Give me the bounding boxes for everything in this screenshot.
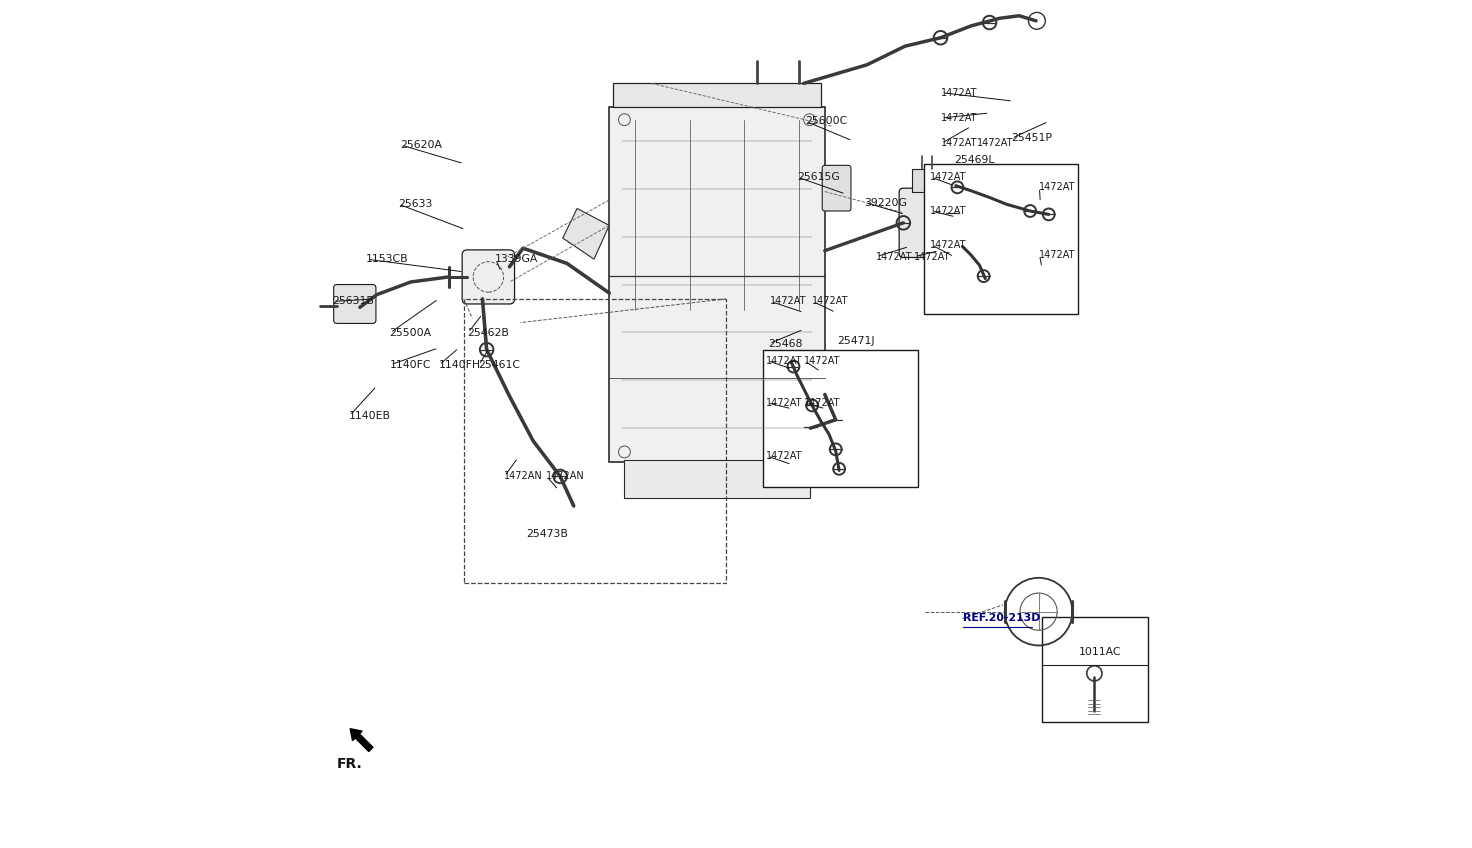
Text: 25600C: 25600C	[805, 116, 848, 126]
FancyBboxPatch shape	[823, 165, 851, 211]
FancyBboxPatch shape	[334, 285, 375, 323]
Text: 1472AN: 1472AN	[503, 471, 542, 482]
Text: 1472AT: 1472AT	[941, 87, 977, 98]
Text: REF.20-213D: REF.20-213D	[963, 613, 1039, 623]
Text: 1011AC: 1011AC	[1079, 647, 1120, 657]
Text: 25615G: 25615G	[796, 172, 839, 182]
Text: 1472AT: 1472AT	[813, 297, 848, 306]
Text: 1472AT: 1472AT	[1039, 182, 1075, 192]
Text: 25633: 25633	[397, 199, 433, 209]
Text: 1140FC: 1140FC	[390, 360, 431, 370]
Text: 39220G: 39220G	[864, 198, 907, 208]
Text: 1472AT: 1472AT	[876, 252, 913, 262]
Text: 25471J: 25471J	[838, 336, 874, 346]
Text: 25631B: 25631B	[333, 297, 374, 306]
Polygon shape	[562, 209, 609, 259]
Text: 1472AT: 1472AT	[941, 113, 977, 123]
Bar	[911, 169, 942, 192]
Text: 25451P: 25451P	[1011, 133, 1051, 143]
Text: 1140EB: 1140EB	[349, 410, 392, 421]
Text: 1472AT: 1472AT	[914, 252, 949, 262]
Text: 25461C: 25461C	[478, 360, 520, 370]
Text: 25469L: 25469L	[954, 155, 995, 165]
Text: 1472AT: 1472AT	[804, 355, 841, 365]
Text: 25620A: 25620A	[400, 140, 443, 150]
Bar	[762, 349, 917, 488]
FancyBboxPatch shape	[462, 250, 515, 304]
Bar	[624, 460, 810, 498]
Bar	[1042, 616, 1148, 722]
Bar	[923, 164, 1079, 314]
Text: FR.: FR.	[337, 756, 362, 771]
Text: 1140FH: 1140FH	[439, 360, 480, 370]
Text: 25462B: 25462B	[467, 327, 509, 338]
Text: 1472AT: 1472AT	[1039, 250, 1075, 260]
Text: 1472AT: 1472AT	[767, 398, 802, 408]
Text: 1472AN: 1472AN	[546, 471, 584, 482]
Text: 1472AT: 1472AT	[930, 206, 967, 216]
Text: 1472AT: 1472AT	[804, 398, 841, 408]
Text: 25473B: 25473B	[527, 529, 568, 538]
Text: 1472AT: 1472AT	[767, 355, 802, 365]
Text: 1472AT: 1472AT	[941, 138, 977, 148]
Text: 25500A: 25500A	[390, 327, 431, 338]
Text: 1472AT: 1472AT	[930, 172, 967, 182]
Bar	[614, 83, 820, 107]
Text: 25468: 25468	[768, 338, 802, 349]
Text: 1153CB: 1153CB	[367, 254, 408, 265]
Text: 1472AT: 1472AT	[770, 297, 807, 306]
Text: 1339GA: 1339GA	[495, 254, 539, 265]
Text: 1472AT: 1472AT	[977, 138, 1013, 148]
Bar	[609, 107, 824, 462]
Text: 1472AT: 1472AT	[930, 240, 967, 250]
Bar	[464, 298, 726, 583]
FancyBboxPatch shape	[899, 188, 957, 258]
FancyArrow shape	[350, 728, 372, 751]
Text: 1472AT: 1472AT	[767, 451, 802, 461]
